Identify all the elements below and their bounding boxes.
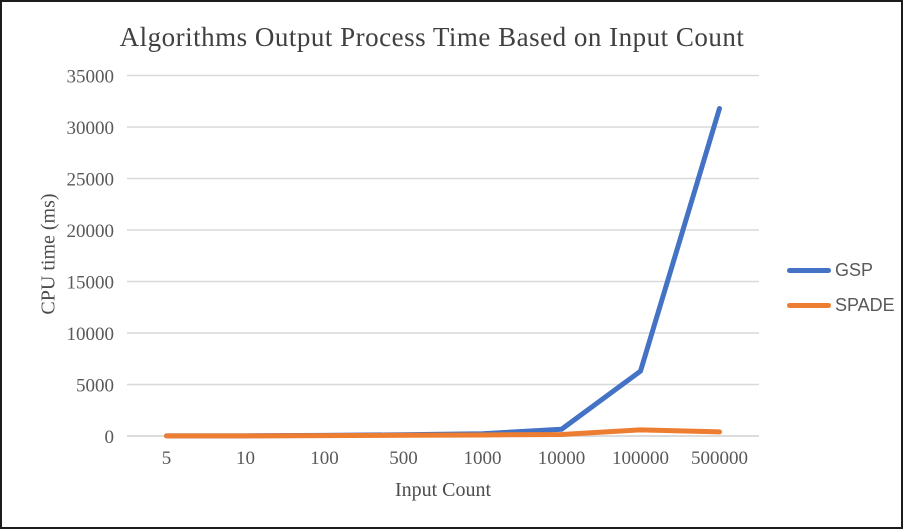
chart-title: Algorithms Output Process Time Based on …	[119, 22, 745, 52]
y-tick-label-5000: 5000	[76, 376, 114, 397]
x-axis-title: Input Count	[394, 479, 492, 501]
legend: GSP SPADE	[787, 258, 895, 317]
y-tick-label-15000: 15000	[67, 273, 115, 294]
x-tick-label-1000: 1000	[464, 448, 502, 469]
legend-swatch-spade	[787, 302, 831, 308]
x-tick-label-100: 100	[310, 448, 339, 469]
series-line-gsp	[164, 105, 722, 439]
y-tick-label-20000: 20000	[67, 221, 115, 242]
y-tick-label-35000: 35000	[67, 67, 115, 88]
x-tick-label-500000: 500000	[691, 448, 748, 469]
legend-label-spade: SPADE	[835, 294, 895, 315]
x-tick-label-100000: 100000	[612, 448, 669, 469]
x-tick-label-10: 10	[236, 448, 255, 469]
x-tick-label-5: 5	[162, 448, 172, 469]
x-tick-label-10000: 10000	[538, 448, 586, 469]
x-tick-label-500: 500	[389, 448, 418, 469]
legend-item-spade: SPADE	[787, 293, 895, 317]
legend-swatch-gsp	[787, 267, 831, 273]
y-tick-label-10000: 10000	[67, 324, 115, 345]
y-tick-label-25000: 25000	[67, 170, 115, 191]
legend-item-gsp: GSP	[787, 258, 895, 282]
legend-label-gsp: GSP	[835, 259, 874, 280]
y-tick-label-0: 0	[105, 427, 115, 448]
series-line-spade	[164, 427, 722, 439]
y-tick-label-30000: 30000	[67, 118, 115, 139]
